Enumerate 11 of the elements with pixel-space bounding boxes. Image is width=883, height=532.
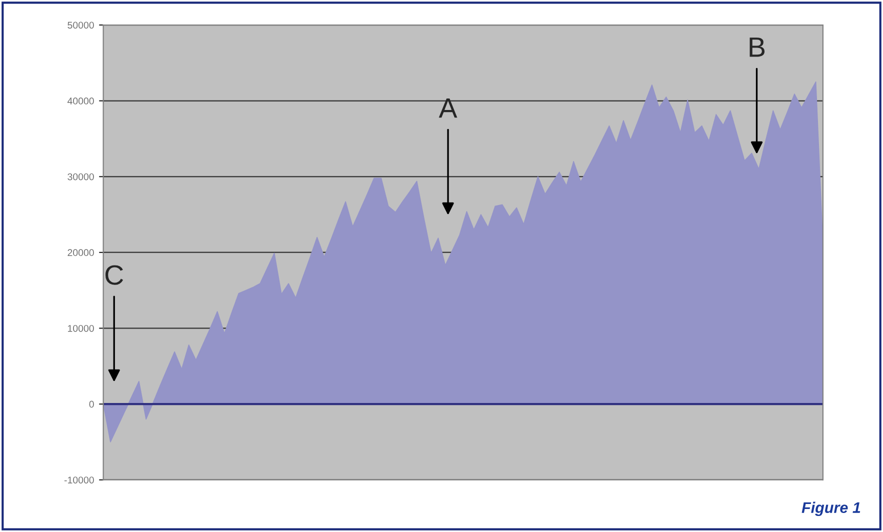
y-tick-label: 50000 bbox=[68, 22, 94, 29]
y-tick-label: -10000 bbox=[64, 476, 94, 484]
y-tick-label: 40000 bbox=[67, 98, 94, 104]
annotation: C bbox=[105, 265, 124, 285]
y-tick-label: 20000 bbox=[68, 249, 94, 256]
y-tick-label: 10000 bbox=[68, 324, 94, 332]
caption: Figure 1 bbox=[802, 502, 860, 516]
annotation: A bbox=[438, 98, 458, 118]
y-tick-label: 0 bbox=[89, 400, 94, 408]
y-tick-label: 30000 bbox=[68, 173, 94, 180]
annotation: B bbox=[750, 38, 765, 57]
